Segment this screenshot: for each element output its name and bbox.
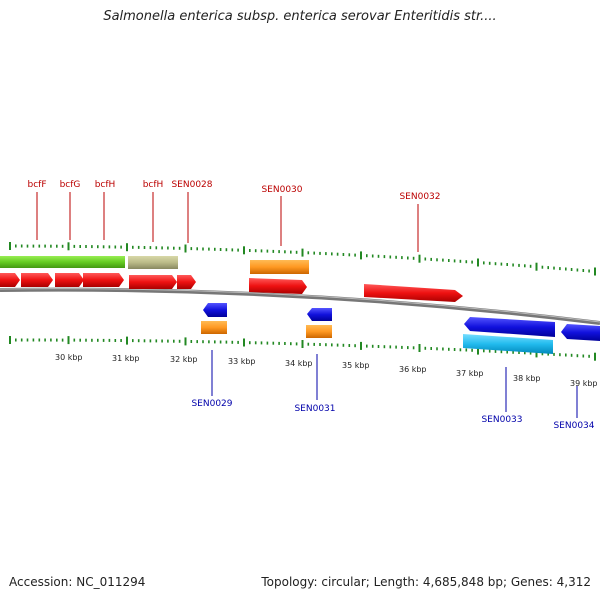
gene-arrow-blue <box>203 303 227 317</box>
gene-bar-orange <box>201 321 227 334</box>
gene-label: bcfF <box>27 180 46 190</box>
page-title: Salmonella enterica subsp. enterica sero… <box>103 9 497 24</box>
forward-gene-labels: bcfF bcfG bcfH bcfH SEN0028 SEN0030 SEN0… <box>27 180 440 202</box>
scale-label: 37 kbp <box>456 369 484 378</box>
gene-arrow-red <box>83 273 124 287</box>
gene-label: SEN0029 <box>191 399 232 409</box>
gene-label: bcfG <box>60 180 81 190</box>
gene-arrow-red <box>0 273 20 287</box>
scale-labels: 30 kbp 31 kbp 32 kbp 33 kbp 34 kbp 35 kb… <box>55 353 598 388</box>
gene-label: SEN0034 <box>553 421 594 431</box>
reverse-label-leaders <box>211 350 578 418</box>
accession-label: Accession: NC_011294 <box>9 575 146 589</box>
gene-label: SEN0028 <box>171 180 212 190</box>
scale-label: 34 kbp <box>285 359 313 368</box>
outer-tick-track <box>9 242 596 276</box>
gene-arrow-red <box>177 275 196 289</box>
reverse-gene-labels: SEN0029 SEN0031 SEN0033 SEN0034 <box>191 399 594 431</box>
gene-label: bcfH <box>143 180 164 190</box>
gene-label: bcfH <box>95 180 116 190</box>
gene-arrow-red <box>364 284 463 302</box>
scale-label: 38 kbp <box>513 374 541 383</box>
gene-arrow-red <box>129 275 177 289</box>
reverse-strand-genes <box>201 303 600 354</box>
scale-label: 35 kbp <box>342 361 370 370</box>
scale-label: 36 kbp <box>399 365 427 374</box>
genome-info-label: Topology: circular; Length: 4,685,848 bp… <box>261 575 591 589</box>
gene-bar-green <box>0 256 55 268</box>
scale-label: 32 kbp <box>170 355 198 364</box>
gene-arrow-red <box>21 273 53 287</box>
gene-bar-orange <box>250 260 309 274</box>
forward-label-leaders <box>36 192 419 252</box>
inner-tick-track <box>9 336 596 361</box>
gene-label: SEN0032 <box>399 192 440 202</box>
scale-label: 33 kbp <box>228 357 256 366</box>
gene-label: SEN0030 <box>261 185 302 195</box>
scale-label: 39 kbp <box>570 379 598 388</box>
gene-bar-orange <box>306 325 332 338</box>
genome-backbone-highlight <box>0 288 600 323</box>
forward-strand-genes <box>0 256 463 302</box>
genome-backbone <box>0 287 600 325</box>
scale-label: 30 kbp <box>55 353 83 362</box>
gene-arrow-blue <box>307 308 332 321</box>
gene-bar-green <box>55 256 125 268</box>
gene-label: SEN0031 <box>294 404 335 414</box>
gene-arrow-red <box>249 278 307 294</box>
gene-label: SEN0033 <box>481 415 522 425</box>
gene-arrow-blue <box>561 324 600 341</box>
gene-arrow-blue <box>464 317 555 337</box>
gene-bar-olive <box>128 256 178 269</box>
gene-arrow-cyan <box>463 334 553 354</box>
gene-arrow-red <box>55 273 84 287</box>
scale-label: 31 kbp <box>112 354 140 363</box>
